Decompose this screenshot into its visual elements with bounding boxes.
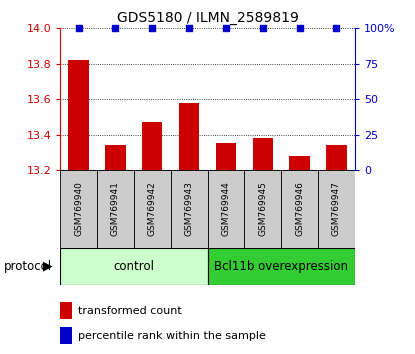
Text: GSM769940: GSM769940	[74, 181, 83, 236]
Text: GSM769944: GSM769944	[222, 182, 230, 236]
Text: control: control	[113, 260, 154, 273]
Point	[222, 25, 229, 31]
Text: percentile rank within the sample: percentile rank within the sample	[78, 331, 266, 341]
Point	[186, 25, 193, 31]
Text: GSM769941: GSM769941	[111, 181, 120, 236]
Bar	[289, 156, 310, 170]
Bar	[105, 145, 126, 170]
Text: ▶: ▶	[43, 260, 53, 273]
Text: GSM769946: GSM769946	[295, 181, 304, 236]
Point	[112, 25, 119, 31]
Bar	[253, 138, 273, 170]
Bar	[179, 103, 199, 170]
Bar	[281, 170, 318, 248]
Text: GSM769942: GSM769942	[148, 182, 157, 236]
Text: transformed count: transformed count	[78, 306, 182, 316]
Point	[296, 25, 303, 31]
Point	[75, 25, 82, 31]
Text: protocol: protocol	[4, 260, 52, 273]
Bar	[134, 170, 171, 248]
Bar	[60, 248, 208, 285]
Title: GDS5180 / ILMN_2589819: GDS5180 / ILMN_2589819	[117, 11, 298, 24]
Bar	[216, 143, 236, 170]
Bar	[326, 145, 347, 170]
Text: GSM769947: GSM769947	[332, 181, 341, 236]
Bar	[60, 170, 97, 248]
Bar	[171, 170, 208, 248]
Point	[333, 25, 340, 31]
Bar	[244, 170, 281, 248]
Text: GSM769943: GSM769943	[185, 181, 193, 236]
Point	[259, 25, 266, 31]
Bar	[318, 170, 355, 248]
Bar	[142, 122, 162, 170]
Bar	[60, 327, 72, 344]
Bar	[208, 248, 355, 285]
Bar	[60, 302, 72, 319]
Point	[149, 25, 156, 31]
Bar	[97, 170, 134, 248]
Text: Bcl11b overexpression: Bcl11b overexpression	[214, 260, 348, 273]
Text: GSM769945: GSM769945	[258, 181, 267, 236]
Bar	[208, 170, 244, 248]
Bar	[68, 60, 89, 170]
